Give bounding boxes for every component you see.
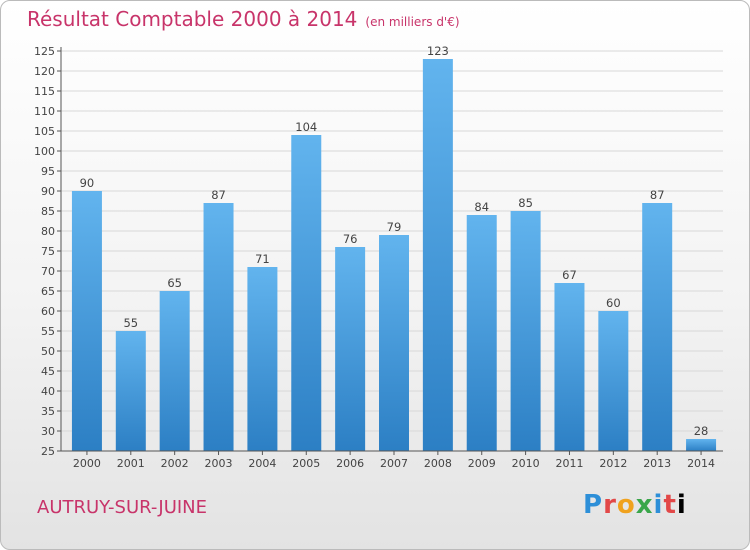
logo-letter: i	[676, 490, 687, 520]
x-tick-label: 2012	[599, 457, 627, 470]
y-tick-label: 120	[34, 65, 55, 78]
data-label: 87	[211, 188, 226, 202]
x-tick-label: 2013	[643, 457, 671, 470]
data-label: 87	[650, 188, 665, 202]
y-tick-label: 30	[41, 425, 55, 438]
data-label: 84	[474, 200, 489, 214]
logo-letter: o	[616, 490, 636, 520]
x-tick-label: 2001	[117, 457, 145, 470]
y-tick-label: 115	[34, 85, 55, 98]
y-tick-label: 65	[41, 285, 55, 298]
data-label: 71	[255, 252, 270, 266]
bar	[642, 203, 673, 451]
data-label: 55	[123, 316, 138, 330]
logo-letter: r	[603, 490, 617, 520]
data-label: 90	[80, 176, 95, 190]
y-tick-label: 100	[34, 145, 55, 158]
data-label: 65	[167, 276, 182, 290]
y-tick-label: 105	[34, 125, 55, 138]
axes: 25 30 35 40 45 50 55 60 65 70 75 80 85 90 95 100 105 110 1…	[34, 45, 723, 470]
bars: 90 55 65 87 71 104 76 79 123 84 85 67 60 87 28	[71, 44, 717, 451]
y-tick-label: 55	[41, 325, 55, 338]
y-tick-label: 70	[41, 265, 55, 278]
y-tick-label: 25	[41, 445, 55, 458]
bar	[554, 283, 585, 451]
data-label: 123	[427, 44, 449, 58]
bar	[422, 59, 453, 451]
x-tick-label: 2007	[380, 457, 408, 470]
proxiti-logo: Proxiti	[583, 490, 687, 520]
logo-letter: P	[583, 490, 604, 520]
town-name: AUTRUY-SUR-JUINE	[37, 497, 208, 518]
x-tick-label: 2000	[73, 457, 101, 470]
x-tick-label: 2010	[512, 457, 540, 470]
bar	[203, 203, 234, 451]
bar	[71, 191, 102, 451]
y-tick-label: 35	[41, 405, 55, 418]
x-tick-label: 2011	[555, 457, 583, 470]
y-tick-label: 85	[41, 205, 55, 218]
bar	[686, 439, 717, 451]
x-tick-label: 2005	[292, 457, 320, 470]
x-tick-label: 2014	[687, 457, 715, 470]
bar	[598, 311, 629, 451]
y-tick-label: 60	[41, 305, 55, 318]
logo-letter: t	[663, 490, 677, 520]
bar	[510, 211, 541, 451]
data-label: 85	[518, 196, 533, 210]
x-tick-label: 2006	[336, 457, 364, 470]
chart-title-unit: (en milliers d'€)	[365, 15, 460, 29]
y-tick-label: 45	[41, 365, 55, 378]
data-label: 104	[295, 120, 317, 134]
y-tick-label: 50	[41, 345, 55, 358]
data-label: 28	[694, 424, 709, 438]
y-tick-label: 125	[34, 45, 55, 58]
y-tick-label: 95	[41, 165, 55, 178]
logo-letter: i	[653, 490, 664, 520]
bar	[115, 331, 146, 451]
data-label: 76	[343, 232, 358, 246]
data-label: 67	[562, 268, 577, 282]
y-tick-label: 80	[41, 225, 55, 238]
x-tick-label: 2004	[248, 457, 276, 470]
bar	[335, 247, 366, 451]
logo-letter: x	[635, 490, 654, 520]
data-label: 60	[606, 296, 621, 310]
y-tick-label: 110	[34, 105, 55, 118]
bar	[247, 267, 278, 451]
chart-title-text: Résultat Comptable 2000 à 2014	[27, 7, 358, 31]
bar	[291, 135, 322, 451]
y-tick-label: 90	[41, 185, 55, 198]
chart-title: Résultat Comptable 2000 à 2014 (en millie…	[27, 7, 460, 31]
x-tick-label: 2008	[424, 457, 452, 470]
y-tick-label: 75	[41, 245, 55, 258]
bar	[379, 235, 409, 451]
x-tick-label: 2003	[205, 457, 233, 470]
bar	[466, 215, 497, 451]
x-tick-label: 2009	[468, 457, 496, 470]
data-label: 79	[387, 220, 402, 234]
bar	[159, 291, 190, 451]
x-tick-label: 2002	[161, 457, 189, 470]
y-tick-label: 40	[41, 385, 55, 398]
